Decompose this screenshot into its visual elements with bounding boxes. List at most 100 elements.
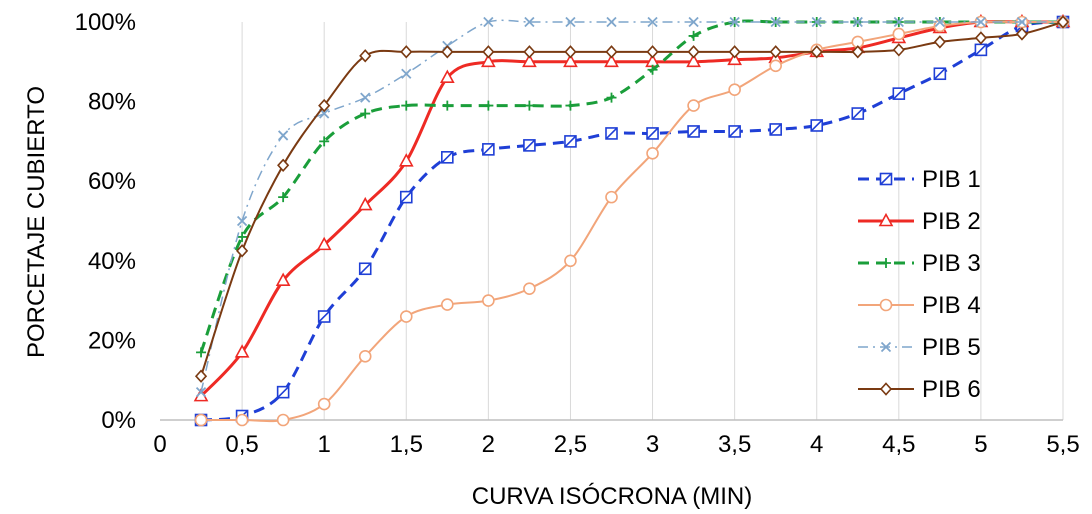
data-point-stroke	[810, 119, 823, 132]
data-point	[277, 130, 289, 141]
legend-label: PIB 4	[922, 292, 981, 319]
data-point	[317, 397, 331, 411]
legend-label: PIB 3	[922, 250, 981, 277]
data-point-stroke	[564, 135, 577, 148]
data-point	[810, 45, 823, 59]
data-point	[316, 236, 332, 251]
legend-item: PIB 6	[858, 376, 981, 403]
data-point	[439, 69, 455, 84]
data-point	[646, 45, 659, 59]
data-point	[401, 100, 412, 111]
series-6	[194, 15, 1070, 383]
data-point	[729, 16, 740, 28]
data-point	[564, 45, 577, 59]
data-point	[933, 35, 946, 49]
data-point	[564, 254, 577, 268]
data-point	[688, 30, 699, 41]
y-tick-label: 20%	[88, 327, 136, 354]
data-point	[892, 43, 905, 57]
data-point	[236, 244, 249, 258]
data-point	[234, 344, 250, 358]
data-point	[235, 413, 249, 427]
series-line	[200, 19, 1063, 393]
data-point	[564, 135, 577, 148]
data-point	[195, 387, 207, 398]
data-point	[400, 45, 413, 59]
data-point-stroke	[728, 125, 741, 138]
data-point	[1056, 15, 1070, 29]
legend-marker-stroke	[879, 172, 893, 186]
series-line	[201, 20, 1063, 423]
data-point	[565, 16, 576, 28]
data-point	[319, 136, 330, 147]
data-point	[974, 43, 988, 57]
data-point-stroke	[605, 127, 618, 140]
data-point	[646, 127, 659, 140]
data-point-stroke	[769, 123, 782, 136]
data-point-stroke	[441, 151, 454, 164]
data-point	[441, 298, 454, 311]
data-point	[442, 100, 453, 111]
data-point	[360, 108, 371, 119]
data-point	[318, 98, 331, 113]
data-point	[1015, 27, 1029, 41]
data-point-stroke	[400, 191, 413, 204]
x-tick-label: 1,5	[390, 431, 423, 458]
x-tick-label: 3,5	[718, 431, 751, 458]
data-point	[275, 272, 291, 287]
data-point	[401, 68, 412, 79]
data-point	[399, 190, 413, 204]
data-point	[357, 196, 373, 211]
data-point-stroke	[318, 310, 331, 323]
x-axis-title: CURVA ISÓCRONA (MIN)	[472, 483, 752, 510]
data-point	[606, 92, 617, 103]
x-tick-label: 4,5	[882, 431, 915, 458]
data-point	[728, 45, 741, 59]
data-point-stroke	[277, 386, 290, 399]
data-point-stroke	[482, 143, 495, 156]
data-point	[606, 16, 617, 28]
legend-marker	[881, 258, 891, 268]
legend-label: PIB 5	[922, 334, 981, 361]
data-point	[360, 92, 371, 103]
data-point-stroke	[974, 43, 987, 56]
legend-label: PIB 1	[922, 166, 981, 193]
data-point	[893, 16, 904, 28]
data-point	[810, 119, 824, 132]
data-point	[647, 16, 658, 28]
series-line	[199, 20, 1063, 398]
data-point	[359, 49, 372, 63]
data-point	[851, 45, 864, 59]
data-point	[933, 19, 947, 33]
data-point	[975, 16, 987, 28]
legend: PIB 1 PIB 2 PIB 3 PIB 4 PIB 5 PIB 6	[858, 166, 981, 403]
data-point-stroke	[523, 139, 536, 152]
data-point	[605, 45, 618, 59]
data-point-stroke	[851, 107, 864, 120]
data-point	[196, 347, 207, 358]
data-point	[483, 100, 494, 111]
y-axis-title: PORCETAJE CUBIERTO	[23, 86, 50, 358]
data-point	[605, 190, 618, 204]
x-tick-label: 4	[810, 431, 823, 458]
x-tick-label: 0,5	[225, 431, 258, 458]
legend-marker	[880, 341, 892, 353]
data-point	[892, 87, 906, 100]
data-point	[933, 67, 947, 81]
data-point	[811, 16, 822, 28]
legend-item: PIB 5	[858, 334, 981, 361]
x-tick-label: 5,5	[1046, 431, 1079, 458]
data-point	[481, 53, 496, 68]
data-point	[276, 385, 290, 399]
y-tick-label: 40%	[88, 248, 136, 275]
data-point	[441, 151, 454, 164]
data-point-stroke	[359, 262, 372, 275]
data-point	[687, 125, 700, 138]
data-point	[523, 139, 536, 152]
data-point	[482, 45, 495, 59]
data-point	[851, 107, 865, 120]
x-tick-label: 2,5	[554, 431, 587, 458]
data-point	[358, 350, 372, 363]
data-point	[769, 123, 782, 136]
